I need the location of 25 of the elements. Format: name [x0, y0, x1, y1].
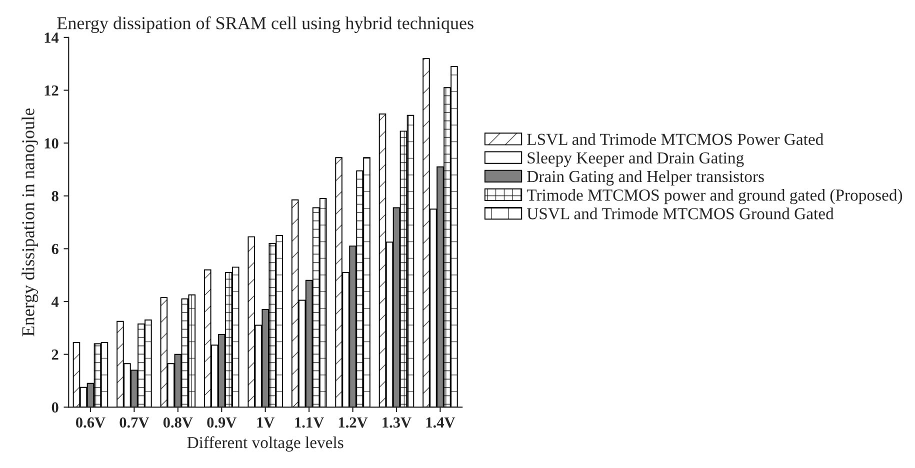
legend-label: Sleepy Keeper and Drain Gating	[528, 152, 744, 167]
x-tick-label: 1.1V	[295, 417, 324, 428]
legend-label: USVL and Trimode MTCMOS Ground Gated	[526, 208, 834, 220]
y-tick-label: 12	[44, 85, 58, 96]
y-axis-title: Energy dissipation in nanojoule	[22, 108, 38, 336]
x-tick-label: 1V	[257, 417, 275, 428]
y-tick-label: 8	[52, 191, 58, 202]
legend-label: Drain Gating and Helper transistors	[527, 170, 764, 186]
x-tick-label: 0.7V	[120, 417, 150, 428]
x-tick-label: 1.2V	[338, 417, 368, 428]
y-tick-label: 10	[44, 138, 58, 149]
x-tick-label: 0.8V	[163, 417, 193, 428]
legend-label: LSVL and Trimode MTCMOS Power Gated	[527, 133, 824, 146]
x-tick-label: 0.6V	[76, 417, 106, 428]
x-tick-label: 1.3V	[382, 417, 412, 428]
chart-title: Energy dissipation of SRAM cell using hybrid techniques	[57, 16, 474, 34]
legend-label: Trimode MTCMOS power and ground gated (Proposed)	[526, 189, 902, 204]
x-axis-title: Different voltage levels	[187, 436, 344, 452]
y-tick-label: 0	[52, 402, 58, 413]
y-tick-label: 4	[51, 296, 59, 307]
y-tick-label: 14	[44, 32, 59, 43]
x-tick-label: 1.4V	[426, 417, 456, 428]
y-tick-label: 6	[52, 244, 58, 254]
y-tick-label: 2	[52, 350, 58, 360]
x-tick-label: 0.9V	[207, 417, 237, 428]
